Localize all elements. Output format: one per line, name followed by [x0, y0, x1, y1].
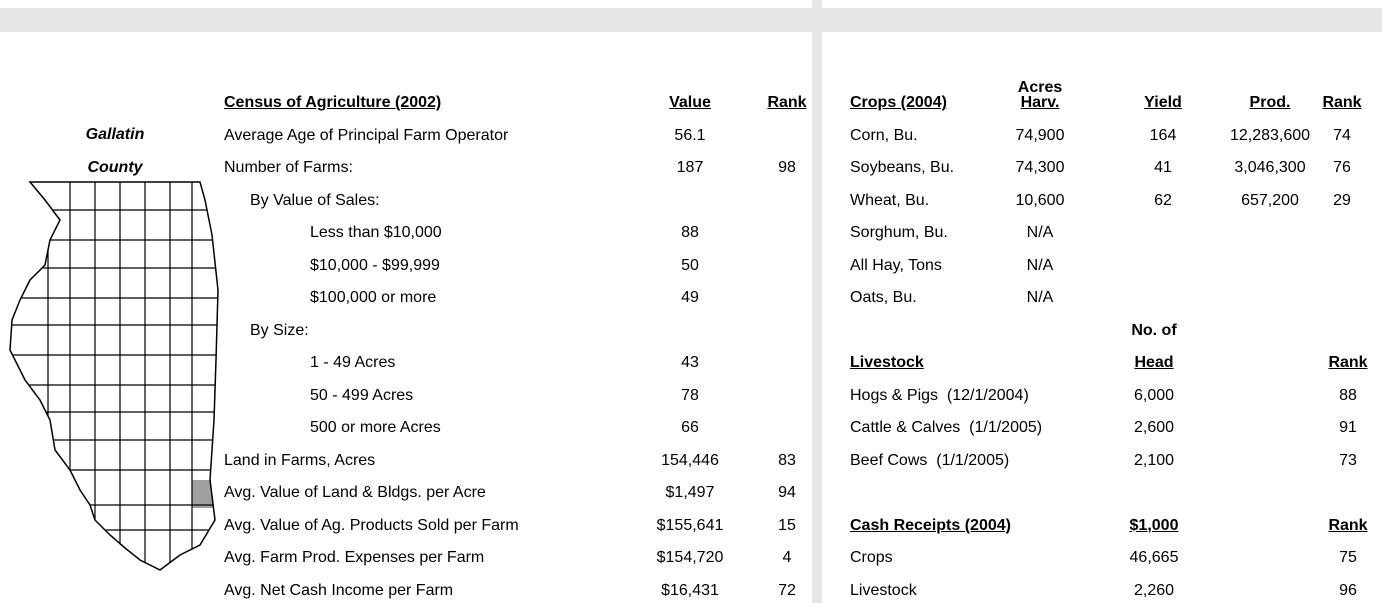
value: 187 — [676, 159, 704, 176]
county-name: County — [87, 159, 143, 176]
rank: 72 — [778, 581, 796, 599]
row-label: Less than $10,000 — [310, 224, 442, 241]
header: Rank — [1322, 94, 1362, 111]
header: $1,000 — [1129, 516, 1179, 534]
cell: 74,900 — [1015, 126, 1065, 144]
cell: Corn, Bu. — [850, 126, 918, 144]
header: Cash Receipts (2004) — [850, 516, 1011, 534]
cell: 12,283,600 — [1229, 126, 1311, 144]
cell: 76 — [1333, 159, 1351, 176]
value: 154,446 — [661, 451, 719, 469]
cell: N/A — [1026, 289, 1054, 306]
value: 78 — [681, 386, 699, 404]
cell: Wheat, Bu. — [850, 191, 930, 209]
cell: 88 — [1339, 386, 1357, 404]
divider — [812, 0, 822, 603]
cell: Soybeans, Bu. — [850, 159, 955, 176]
header: Rank — [1328, 516, 1368, 534]
cell: 91 — [1339, 419, 1357, 436]
row-label: Average Age of Principal Farm Operator — [224, 126, 509, 144]
row-label: 50 - 499 Acres — [310, 386, 414, 404]
cell: 3,046,300 — [1234, 159, 1306, 176]
rank: 98 — [778, 159, 796, 176]
cell: 74,300 — [1015, 159, 1065, 176]
value: 56.1 — [674, 126, 706, 144]
header: Harv. — [1020, 94, 1060, 111]
cell: Livestock — [850, 581, 917, 599]
cell: Sorghum, Bu. — [850, 224, 948, 241]
cell: 62 — [1154, 191, 1172, 209]
value: $16,431 — [661, 581, 719, 599]
cell: 2,260 — [1133, 581, 1175, 599]
value: $154,720 — [656, 549, 724, 566]
header: Livestock — [850, 354, 924, 371]
cell: 6,000 — [1133, 386, 1175, 404]
value: 43 — [681, 354, 699, 371]
cell: 29 — [1333, 191, 1351, 209]
cell: 75 — [1339, 549, 1357, 566]
header: Census of Agriculture (2002) — [224, 94, 442, 111]
cell: 74 — [1333, 126, 1351, 144]
row-label: Avg. Farm Prod. Expenses per Farm — [224, 549, 485, 566]
rank: 4 — [782, 549, 792, 566]
row-label: By Size: — [250, 321, 309, 339]
value: 49 — [681, 289, 699, 306]
cell: Oats, Bu. — [850, 289, 917, 306]
row-label: Avg. Value of Land & Bldgs. per Acre — [224, 484, 486, 501]
rank: 94 — [778, 484, 796, 501]
cell: 657,200 — [1241, 191, 1299, 209]
header: Yield — [1144, 94, 1182, 111]
header: Acres — [1017, 79, 1063, 96]
row-label: Avg. Value of Ag. Products Sold per Farm — [224, 516, 519, 534]
row-label: Land in Farms, Acres — [224, 451, 376, 469]
row-label: Avg. Net Cash Income per Farm — [224, 581, 454, 599]
row-label: $10,000 - $99,999 — [310, 256, 440, 274]
cell: 2,100 — [1133, 451, 1175, 469]
cell: 96 — [1339, 581, 1357, 599]
value: $1,497 — [665, 484, 715, 501]
value: 88 — [681, 224, 699, 241]
rank: 15 — [778, 516, 796, 534]
value: 66 — [681, 419, 699, 436]
row-label: 1 - 49 Acres — [310, 354, 396, 371]
cell: Cattle & Calves (1/1/2005) — [850, 419, 1043, 436]
header: No. of — [1131, 321, 1177, 339]
state-map — [9, 181, 219, 571]
header: Rank — [1328, 354, 1368, 371]
row-label: $100,000 or more — [310, 289, 437, 306]
header: Value — [669, 94, 711, 111]
cell: 73 — [1339, 451, 1357, 469]
header: Head — [1134, 354, 1174, 371]
cell: 2,600 — [1133, 419, 1175, 436]
value: 50 — [681, 256, 699, 274]
county-name: Gallatin — [85, 126, 145, 143]
cell: N/A — [1026, 224, 1054, 241]
cell: 164 — [1149, 126, 1177, 144]
header: Crops (2004) — [850, 94, 947, 111]
top-band — [0, 8, 1382, 32]
cell: Hogs & Pigs (12/1/2004) — [850, 386, 1029, 404]
cell: 10,600 — [1015, 191, 1065, 209]
value: $155,641 — [656, 516, 724, 534]
cell: Crops — [850, 549, 893, 566]
cell: N/A — [1026, 256, 1054, 274]
cell: Beef Cows (1/1/2005) — [850, 451, 1010, 469]
row-label: By Value of Sales: — [250, 191, 380, 209]
cell: 41 — [1154, 159, 1172, 176]
rank: 83 — [778, 451, 796, 469]
cell: 46,665 — [1129, 549, 1179, 566]
header: Prod. — [1249, 94, 1291, 111]
cell: All Hay, Tons — [850, 256, 942, 274]
row-label: Number of Farms: — [224, 159, 353, 176]
header: Rank — [767, 94, 807, 111]
row-label: 500 or more Acres — [310, 419, 441, 436]
